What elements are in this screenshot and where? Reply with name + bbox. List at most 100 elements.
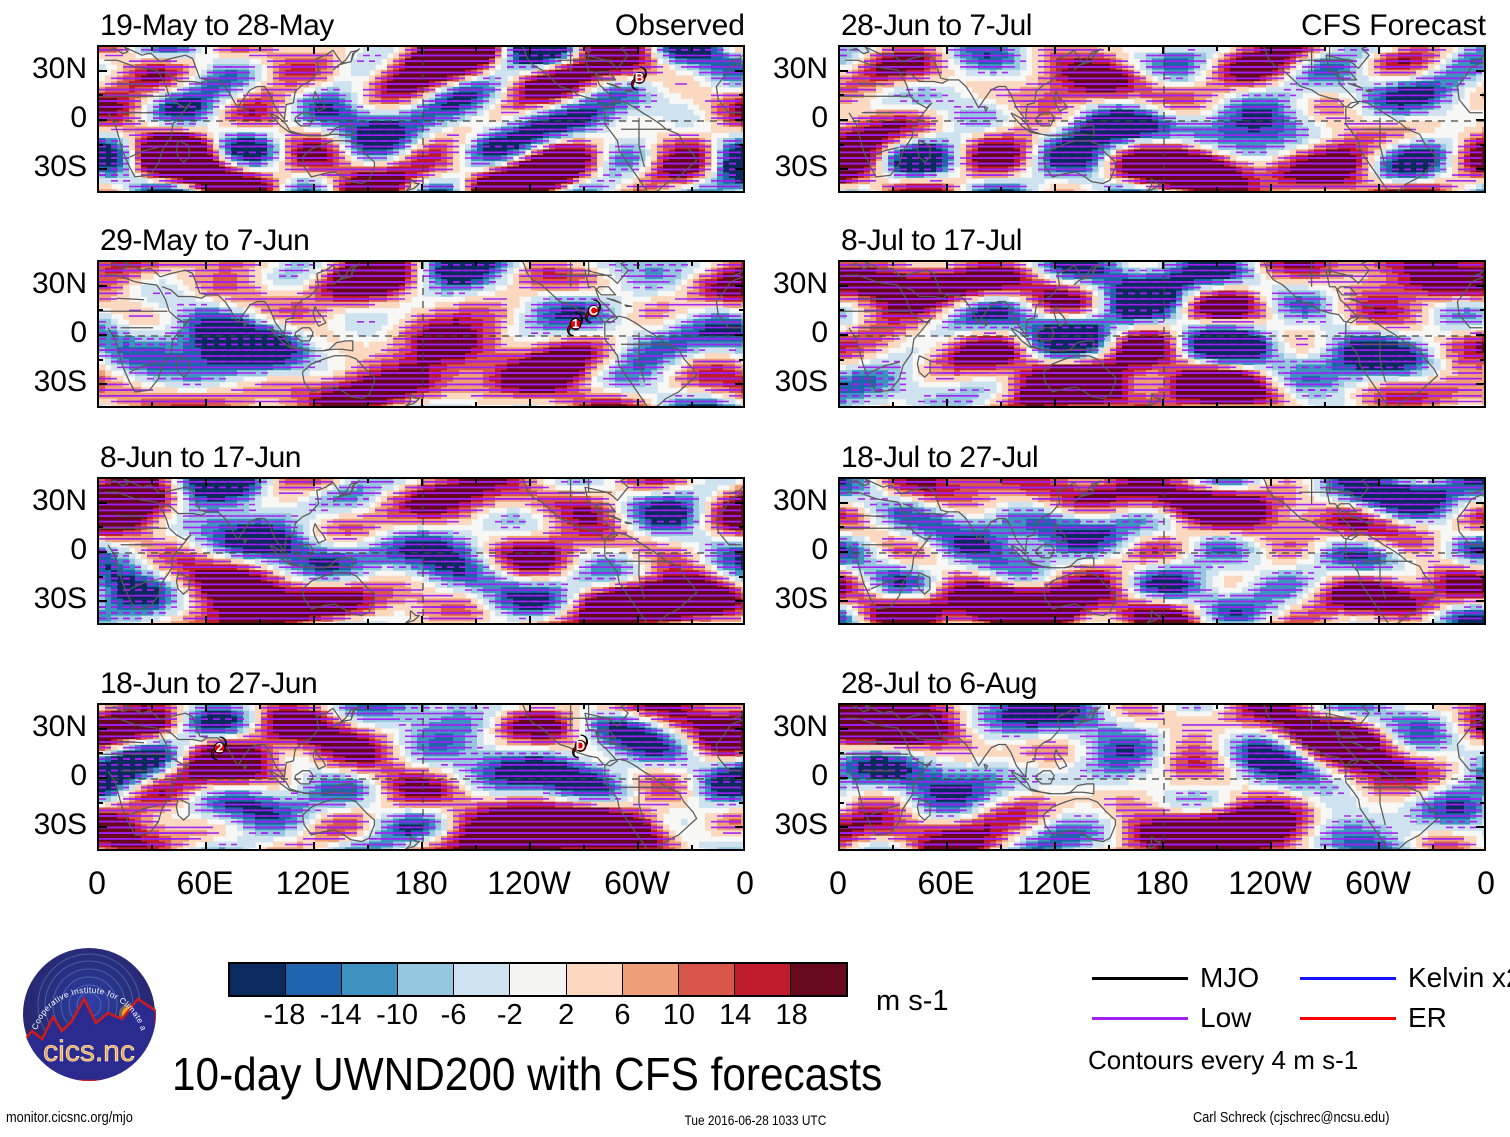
x-tick-mark (637, 45, 639, 54)
x-tick-mark (946, 477, 948, 486)
x-tick-mark (1432, 260, 1434, 266)
y-tick-fcst-1-2: 30S (746, 152, 828, 182)
x-tick-mark (1324, 187, 1326, 193)
y-tick-mark (838, 501, 848, 504)
y-tick-mark (735, 383, 745, 386)
legend-line-swatch (1092, 976, 1188, 980)
y-tick-mark (838, 526, 844, 529)
y-tick-fcst-3-1: 0 (746, 535, 828, 565)
y-tick-mark (97, 69, 107, 72)
x-tick-mark (205, 477, 207, 486)
x-tick-mark (637, 477, 639, 486)
legend-label: MJO (1200, 963, 1259, 993)
x-tick-mark (259, 260, 261, 266)
y-tick-mark (838, 69, 848, 72)
y-tick-mark (1480, 143, 1486, 146)
storm-marker-b[interactable]: B (630, 65, 649, 91)
y-tick-mark (838, 284, 848, 287)
y-tick-fcst-2-0: 30N (746, 269, 828, 299)
x-tick-mark (1162, 616, 1164, 625)
y-tick-mark (1480, 358, 1486, 361)
y-tick-mark (97, 501, 107, 504)
x-tick-mark (205, 842, 207, 851)
y-tick-mark (735, 284, 745, 287)
y-tick-obs-2-1: 0 (5, 318, 87, 348)
x-tick-mark (313, 477, 315, 486)
x-tick-mark (313, 842, 315, 851)
legend-item-low: Low (1092, 1003, 1251, 1033)
x-tick-mark (1378, 703, 1380, 712)
y-tick-fcst-2-1: 0 (746, 318, 828, 348)
x-tick-mark (205, 45, 207, 54)
x-tick-mark (529, 260, 531, 269)
y-tick-mark (838, 309, 844, 312)
x-tick-mark (583, 187, 585, 193)
footer-site-link[interactable]: monitor.cicsnc.org/mjo (6, 1110, 133, 1126)
colorbar-unit-label: m s-1 (876, 986, 949, 1016)
legend-item-er: ER (1300, 1003, 1447, 1033)
y-tick-mark (838, 334, 848, 336)
x-tick-mark (259, 45, 261, 51)
y-tick-mark (838, 575, 844, 578)
y-tick-mark (739, 752, 745, 755)
x-tick-mark (421, 260, 423, 269)
y-tick-mark (838, 168, 848, 171)
x-tick-mark (1216, 260, 1218, 266)
y-tick-mark (1480, 575, 1486, 578)
x-tick-mark (1054, 399, 1056, 408)
y-tick-mark (735, 777, 745, 779)
footer-timestamp: Tue 2016-06-28 1033 UTC (685, 1112, 827, 1128)
y-tick-mark (735, 826, 745, 829)
y-tick-fcst-4-2: 30S (746, 810, 828, 840)
panel-title-obs-2: 29-May to 7-Jun (100, 226, 310, 256)
y-tick-mark (1476, 501, 1486, 504)
panel-title-fcst-4: 28-Jul to 6-Aug (841, 669, 1037, 699)
tropical-cyclone-icon (571, 734, 589, 759)
colorbar-swatch-6 (566, 964, 623, 995)
y-tick-obs-2-2: 30S (5, 367, 87, 397)
x-tick-label-0-4: 120W (487, 866, 571, 900)
x-tick-mark (1054, 616, 1056, 625)
x-tick-mark (637, 842, 639, 851)
x-tick-mark (475, 477, 477, 483)
x-tick-mark (1270, 184, 1272, 193)
y-tick-mark (838, 551, 848, 553)
y-tick-mark (735, 119, 745, 121)
column-header-forecast: CFS Forecast (1256, 11, 1486, 41)
map-obs-2: 1 C (97, 260, 745, 408)
y-tick-mark (735, 69, 745, 72)
y-tick-mark (1476, 551, 1486, 553)
x-tick-mark (1324, 402, 1326, 408)
x-tick-mark (259, 703, 261, 709)
x-tick-mark (151, 619, 153, 625)
x-tick-mark (259, 619, 261, 625)
x-tick-mark (946, 45, 948, 54)
y-tick-mark (1476, 826, 1486, 829)
x-tick-mark (583, 845, 585, 851)
colorbar-swatch-9 (734, 964, 791, 995)
storm-marker-d[interactable]: D (571, 733, 590, 759)
x-tick-mark (529, 616, 531, 625)
storm-marker-1[interactable]: 1 (566, 311, 585, 337)
map-obs-1: B (97, 45, 745, 193)
legend-label: ER (1408, 1003, 1447, 1033)
x-tick-mark (1378, 45, 1380, 54)
x-tick-mark (313, 45, 315, 54)
storm-marker-c[interactable]: C (584, 298, 603, 324)
x-tick-mark (1270, 45, 1272, 54)
x-tick-mark (1216, 703, 1218, 709)
y-tick-obs-2-0: 30N (5, 269, 87, 299)
y-tick-mark (838, 94, 844, 97)
y-tick-obs-3-2: 30S (5, 584, 87, 614)
storm-marker-2[interactable]: 2 (210, 735, 229, 761)
map-fcst-2 (838, 260, 1486, 408)
y-tick-mark (735, 501, 745, 504)
x-tick-mark (421, 703, 423, 712)
x-tick-mark (313, 399, 315, 408)
x-tick-mark (1378, 260, 1380, 269)
x-tick-mark (151, 260, 153, 266)
x-tick-mark (205, 399, 207, 408)
x-tick-mark (892, 402, 894, 408)
x-tick-label-1-4: 120W (1228, 866, 1312, 900)
x-tick-mark (367, 187, 369, 193)
